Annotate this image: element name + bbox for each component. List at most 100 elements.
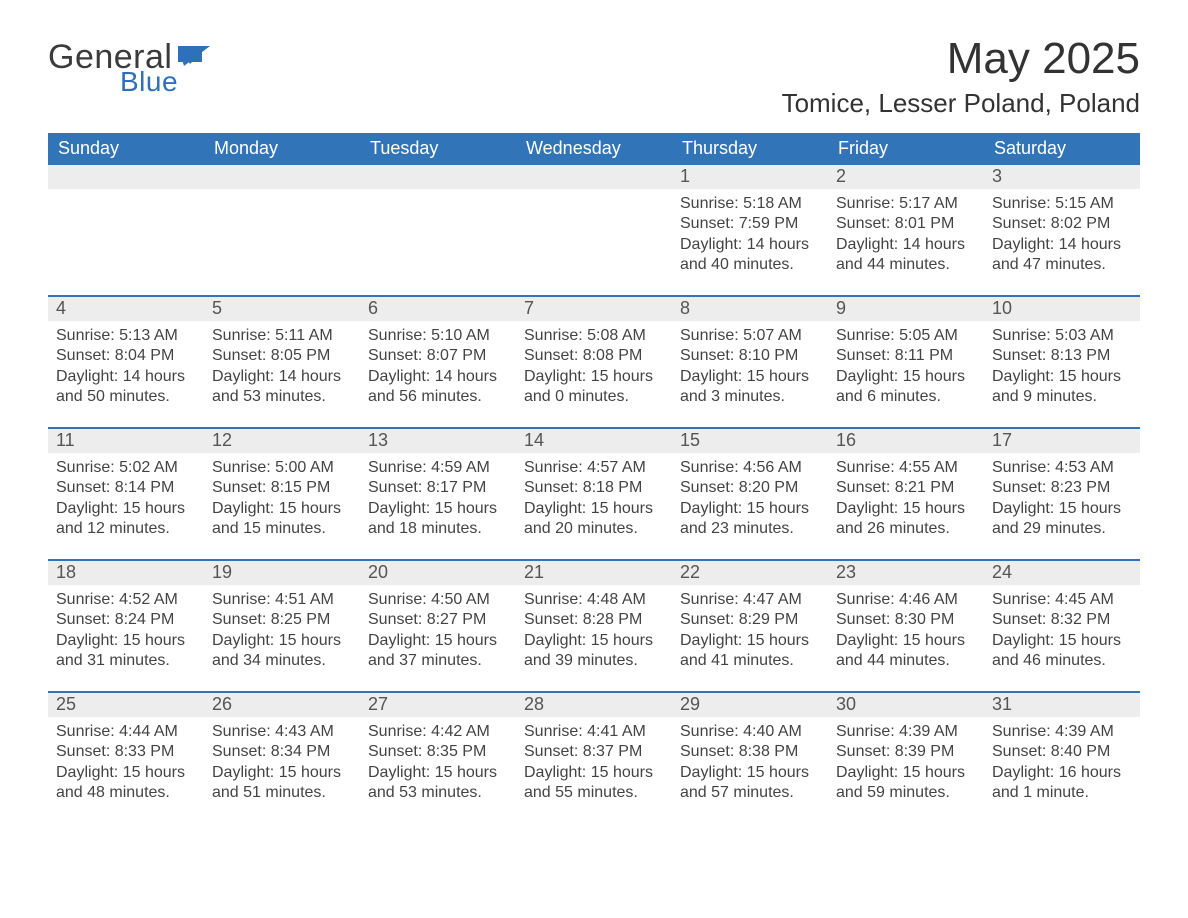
day-number: 29 [672,693,828,717]
sunrise-line: Sunrise: 5:02 AM [56,458,196,478]
sunrise-line: Sunrise: 4:40 AM [680,722,820,742]
sunrise-line: Sunrise: 4:43 AM [212,722,352,742]
sunset-line: Sunset: 8:02 PM [992,214,1132,234]
sunset-line: Sunset: 8:35 PM [368,742,508,762]
day-number: 8 [672,297,828,321]
sunset-line: Sunset: 8:25 PM [212,610,352,630]
sunset-line: Sunset: 8:30 PM [836,610,976,630]
day-cell: 6Sunrise: 5:10 AMSunset: 8:07 PMDaylight… [360,297,516,427]
day-details [204,189,360,200]
location-line: Tomice, Lesser Poland, Poland [782,88,1140,119]
daylight-line: Daylight: 15 hours and 29 minutes. [992,499,1132,540]
sunrise-line: Sunrise: 5:17 AM [836,194,976,214]
day-details: Sunrise: 4:39 AMSunset: 8:40 PMDaylight:… [984,717,1140,810]
day-cell: 8Sunrise: 5:07 AMSunset: 8:10 PMDaylight… [672,297,828,427]
day-details: Sunrise: 4:41 AMSunset: 8:37 PMDaylight:… [516,717,672,810]
day-details: Sunrise: 4:46 AMSunset: 8:30 PMDaylight:… [828,585,984,678]
day-number: 2 [828,165,984,189]
day-cell: 7Sunrise: 5:08 AMSunset: 8:08 PMDaylight… [516,297,672,427]
sunrise-line: Sunrise: 4:53 AM [992,458,1132,478]
week-row: 25Sunrise: 4:44 AMSunset: 8:33 PMDayligh… [48,691,1140,823]
sunrise-line: Sunrise: 4:39 AM [992,722,1132,742]
day-details: Sunrise: 5:11 AMSunset: 8:05 PMDaylight:… [204,321,360,414]
day-cell: 23Sunrise: 4:46 AMSunset: 8:30 PMDayligh… [828,561,984,691]
sunrise-line: Sunrise: 5:08 AM [524,326,664,346]
day-cell: 28Sunrise: 4:41 AMSunset: 8:37 PMDayligh… [516,693,672,823]
weekday-header-row: SundayMondayTuesdayWednesdayThursdayFrid… [48,133,1140,165]
daylight-line: Daylight: 15 hours and 55 minutes. [524,763,664,804]
day-details: Sunrise: 4:47 AMSunset: 8:29 PMDaylight:… [672,585,828,678]
day-number [204,165,360,189]
day-cell: 20Sunrise: 4:50 AMSunset: 8:27 PMDayligh… [360,561,516,691]
daylight-line: Daylight: 15 hours and 46 minutes. [992,631,1132,672]
sunset-line: Sunset: 8:34 PM [212,742,352,762]
day-details: Sunrise: 5:13 AMSunset: 8:04 PMDaylight:… [48,321,204,414]
weekday-header: Thursday [672,133,828,165]
sunrise-line: Sunrise: 4:41 AM [524,722,664,742]
day-number: 22 [672,561,828,585]
day-number: 1 [672,165,828,189]
sunset-line: Sunset: 8:14 PM [56,478,196,498]
day-details [516,189,672,200]
daylight-line: Daylight: 14 hours and 53 minutes. [212,367,352,408]
day-number: 16 [828,429,984,453]
day-details: Sunrise: 4:50 AMSunset: 8:27 PMDaylight:… [360,585,516,678]
week-row: 4Sunrise: 5:13 AMSunset: 8:04 PMDaylight… [48,295,1140,427]
daylight-line: Daylight: 15 hours and 48 minutes. [56,763,196,804]
daylight-line: Daylight: 14 hours and 47 minutes. [992,235,1132,276]
sunrise-line: Sunrise: 5:05 AM [836,326,976,346]
week-row: 18Sunrise: 4:52 AMSunset: 8:24 PMDayligh… [48,559,1140,691]
sunset-line: Sunset: 8:10 PM [680,346,820,366]
day-details: Sunrise: 5:18 AMSunset: 7:59 PMDaylight:… [672,189,828,282]
sunrise-line: Sunrise: 4:56 AM [680,458,820,478]
day-number: 17 [984,429,1140,453]
day-number: 9 [828,297,984,321]
daylight-line: Daylight: 15 hours and 44 minutes. [836,631,976,672]
sunset-line: Sunset: 8:33 PM [56,742,196,762]
day-cell: 22Sunrise: 4:47 AMSunset: 8:29 PMDayligh… [672,561,828,691]
daylight-line: Daylight: 15 hours and 12 minutes. [56,499,196,540]
day-number [360,165,516,189]
day-details: Sunrise: 4:51 AMSunset: 8:25 PMDaylight:… [204,585,360,678]
brand-flag-icon [178,46,218,80]
calendar-page: General Blue May 2025 Tomice, Lesser Pol… [0,0,1188,918]
day-number: 26 [204,693,360,717]
sunset-line: Sunset: 8:13 PM [992,346,1132,366]
sunrise-line: Sunrise: 4:39 AM [836,722,976,742]
day-details: Sunrise: 4:48 AMSunset: 8:28 PMDaylight:… [516,585,672,678]
week-row: 1Sunrise: 5:18 AMSunset: 7:59 PMDaylight… [48,165,1140,295]
day-details: Sunrise: 5:07 AMSunset: 8:10 PMDaylight:… [672,321,828,414]
daylight-line: Daylight: 15 hours and 57 minutes. [680,763,820,804]
sunrise-line: Sunrise: 5:03 AM [992,326,1132,346]
sunset-line: Sunset: 8:18 PM [524,478,664,498]
daylight-line: Daylight: 15 hours and 20 minutes. [524,499,664,540]
sunset-line: Sunset: 8:17 PM [368,478,508,498]
week-row: 11Sunrise: 5:02 AMSunset: 8:14 PMDayligh… [48,427,1140,559]
weekday-header: Friday [828,133,984,165]
daylight-line: Daylight: 15 hours and 15 minutes. [212,499,352,540]
day-cell: 18Sunrise: 4:52 AMSunset: 8:24 PMDayligh… [48,561,204,691]
weeks-container: 1Sunrise: 5:18 AMSunset: 7:59 PMDaylight… [48,165,1140,823]
daylight-line: Daylight: 15 hours and 9 minutes. [992,367,1132,408]
sunrise-line: Sunrise: 4:45 AM [992,590,1132,610]
daylight-line: Daylight: 14 hours and 56 minutes. [368,367,508,408]
sunrise-line: Sunrise: 4:42 AM [368,722,508,742]
weekday-header: Tuesday [360,133,516,165]
sunset-line: Sunset: 8:37 PM [524,742,664,762]
day-cell: 21Sunrise: 4:48 AMSunset: 8:28 PMDayligh… [516,561,672,691]
sunset-line: Sunset: 8:38 PM [680,742,820,762]
day-number: 11 [48,429,204,453]
daylight-line: Daylight: 15 hours and 31 minutes. [56,631,196,672]
day-details: Sunrise: 4:55 AMSunset: 8:21 PMDaylight:… [828,453,984,546]
sunrise-line: Sunrise: 4:47 AM [680,590,820,610]
day-cell: 3Sunrise: 5:15 AMSunset: 8:02 PMDaylight… [984,165,1140,295]
sunset-line: Sunset: 8:28 PM [524,610,664,630]
sunset-line: Sunset: 8:40 PM [992,742,1132,762]
weekday-header: Wednesday [516,133,672,165]
day-number: 31 [984,693,1140,717]
day-number: 14 [516,429,672,453]
day-cell: 30Sunrise: 4:39 AMSunset: 8:39 PMDayligh… [828,693,984,823]
daylight-line: Daylight: 15 hours and 39 minutes. [524,631,664,672]
day-number: 19 [204,561,360,585]
day-number: 13 [360,429,516,453]
